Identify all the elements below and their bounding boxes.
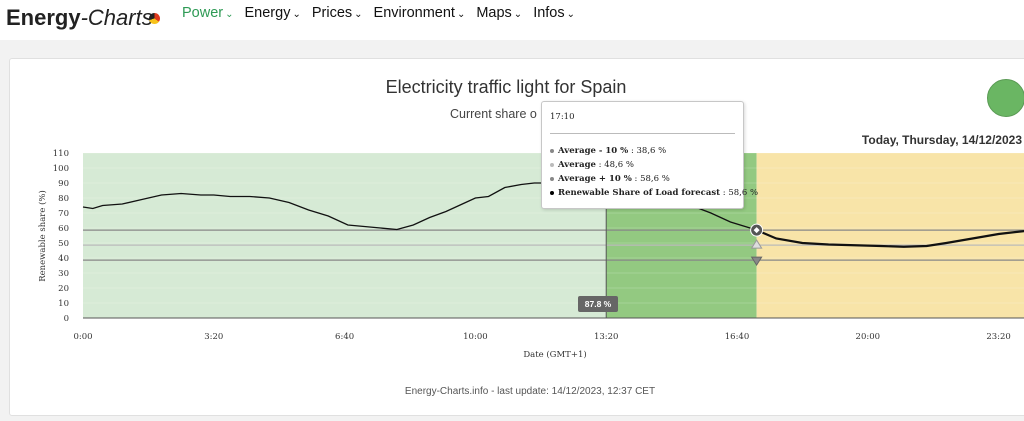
x-axis-ticks: 0:00 3:20 6:40 10:00 13:20 16:40 20:00 23:20 <box>73 332 1010 342</box>
chart-tooltip: 17:10 Average - 10 % : 38,6 % Average : … <box>541 101 758 209</box>
diamond-icon <box>753 227 760 234</box>
crosshair-value-badge <box>578 296 618 312</box>
tooltip-row-avg-minus: Average - 10 % : 38,6 % <box>550 146 666 156</box>
date-label: Today, Thursday, 14/12/2023 <box>862 133 1022 147</box>
tooltip-divider <box>550 133 735 134</box>
y-tick-label: 60 <box>58 224 69 234</box>
traffic-light-indicator <box>987 79 1024 117</box>
y-tick-label: 10 <box>58 299 69 309</box>
tooltip-row-avg: Average : 48,6 % <box>550 160 634 170</box>
x-tick-label: 10:00 <box>463 332 488 342</box>
x-tick-label: 13:20 <box>594 332 619 342</box>
nav-energy-label: Energy <box>244 5 291 21</box>
x-tick-label: 16:40 <box>725 332 750 342</box>
logo-text-bold: Energy <box>6 5 81 30</box>
y-tick-label: 100 <box>53 164 69 174</box>
tooltip-row-avg-plus: Average + 10 % : 58,6 % <box>550 174 670 184</box>
nav-infos[interactable]: Infos ⌄ <box>533 5 575 21</box>
nav-energy[interactable]: Energy ⌄ <box>245 5 301 21</box>
chart-footer: Energy-Charts.info - last update: 14/12/… <box>405 386 655 397</box>
zone-2 <box>756 153 1024 318</box>
nav-maps[interactable]: Maps ⌄ <box>476 5 522 21</box>
chevron-down-icon: ⌄ <box>513 9 523 20</box>
y-tick-label: 50 <box>58 239 69 249</box>
logo-text-italic: -Charts <box>80 5 153 30</box>
x-axis-label: Date (GMT+1) <box>523 349 586 360</box>
x-tick-label: 0:00 <box>73 332 92 342</box>
y-tick-label: 40 <box>58 254 69 264</box>
x-tick-label: 3:20 <box>204 332 223 342</box>
nav-prices-label: Prices <box>311 5 353 21</box>
x-tick-label: 20:00 <box>856 332 881 342</box>
y-tick-label: 80 <box>58 194 69 204</box>
logo-sun-icon <box>149 13 160 24</box>
y-tick-label: 20 <box>58 284 69 294</box>
marker-layer <box>750 223 764 267</box>
y-axis-ticks: 0 10 20 30 40 50 60 70 80 90 100 110 <box>53 149 69 324</box>
chart-title: Electricity traffic light for Spain <box>386 77 627 97</box>
y-tick-label: 0 <box>64 314 69 324</box>
x-tick-label: 23:20 <box>986 332 1011 342</box>
nav-power-label: Power <box>182 5 224 21</box>
chevron-down-icon: ⌄ <box>354 9 363 20</box>
energy-charts-logo[interactable]: Energy-Charts <box>6 5 153 31</box>
y-tick-label: 110 <box>53 149 69 159</box>
chevron-down-icon: ⌄ <box>456 9 466 20</box>
chevron-down-icon: ⌄ <box>566 9 576 20</box>
top-navigation-bar: Energy-Charts Power ⌄ Energy ⌄ Prices ⌄ Env… <box>0 0 1024 40</box>
crosshair-value-text: 87.8 % <box>585 299 612 309</box>
nav-environment-label: Environment <box>373 5 455 21</box>
marker-average <box>750 239 763 249</box>
chevron-down-icon: ⌄ <box>225 9 234 20</box>
tooltip-time: 17:10 <box>550 112 575 122</box>
nav-infos-label: Infos <box>533 5 565 21</box>
nav-environment[interactable]: Environment ⌄ <box>374 5 466 21</box>
nav-power[interactable]: Power ⌄ <box>182 5 234 21</box>
nav-prices[interactable]: Prices ⌄ <box>312 5 363 21</box>
series-line-forecast-highlight <box>756 229 1024 248</box>
tooltip-row-forecast: Renewable Share of Load forecast : 58,6 … <box>550 188 758 198</box>
y-tick-label: 30 <box>58 269 69 279</box>
chart-subtitle: Current share o <box>450 107 537 121</box>
x-tick-label: 6:40 <box>335 332 354 342</box>
nav-maps-label: Maps <box>476 5 512 21</box>
marker-avg-minus <box>750 256 763 267</box>
y-tick-label: 90 <box>58 179 69 189</box>
y-tick-label: 70 <box>58 209 69 219</box>
zone-0 <box>83 153 607 318</box>
main-nav: Power ⌄ Energy ⌄ Prices ⌄ Environment ⌄ Maps… <box>182 5 586 21</box>
y-axis-label: Renewable share (%) <box>37 190 48 282</box>
chevron-down-icon: ⌄ <box>292 9 301 20</box>
